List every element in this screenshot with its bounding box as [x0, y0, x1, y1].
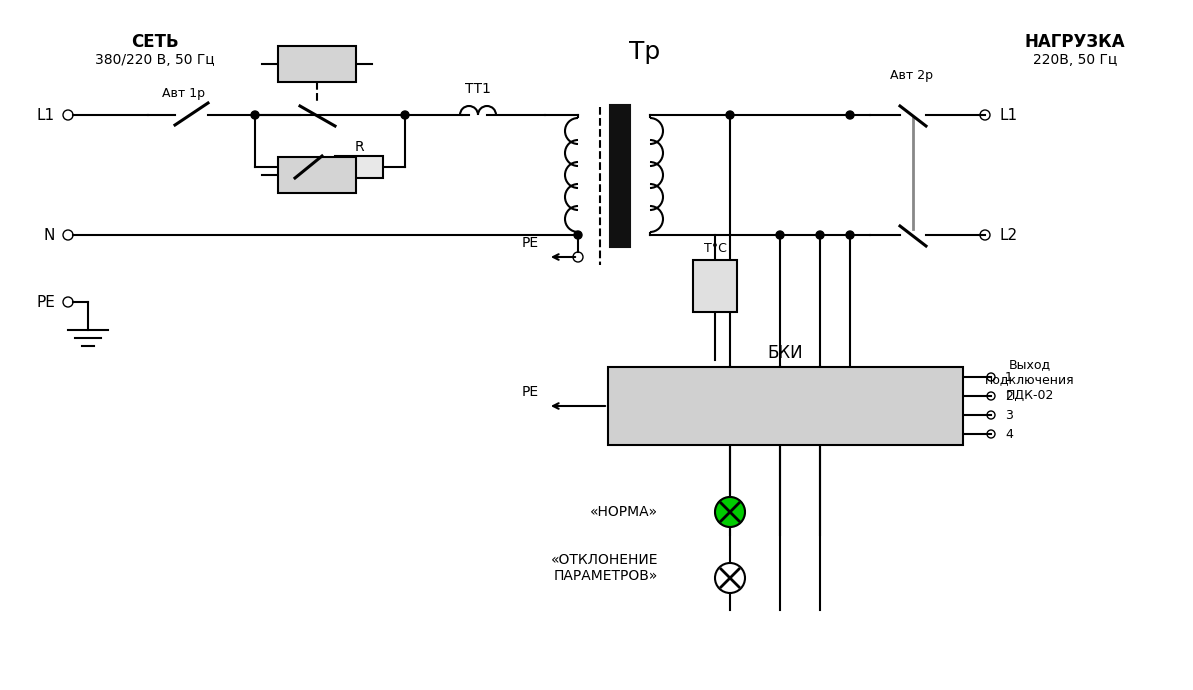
Text: L1: L1: [1000, 108, 1018, 123]
Text: PE: PE: [36, 295, 55, 310]
Circle shape: [727, 111, 734, 119]
Text: L2: L2: [1000, 228, 1018, 242]
Text: Авт 1р: Авт 1р: [161, 86, 204, 99]
Text: Выход
подключения
ПДК-02: Выход подключения ПДК-02: [985, 359, 1075, 402]
Text: 220В, 50 Гц: 220В, 50 Гц: [1033, 53, 1117, 67]
Circle shape: [846, 111, 854, 119]
Text: 4: 4: [1005, 428, 1013, 440]
Text: Модуль контроля изоляции, тока и
температуры: Модуль контроля изоляции, тока и темпера…: [643, 390, 928, 422]
Text: Авт 2р: Авт 2р: [890, 68, 933, 81]
Text: «НОРМА»: «НОРМА»: [589, 505, 659, 519]
Text: ТТ1: ТТ1: [465, 82, 492, 96]
Circle shape: [574, 231, 582, 239]
FancyBboxPatch shape: [610, 105, 630, 247]
Text: L1: L1: [37, 108, 55, 123]
FancyBboxPatch shape: [608, 367, 963, 445]
Text: Т°С: Т°С: [704, 241, 727, 255]
Text: НАГРУЗКА: НАГРУЗКА: [1025, 33, 1125, 51]
Text: СЕТЬ: СЕТЬ: [131, 33, 179, 51]
Text: БКИ: БКИ: [767, 344, 803, 362]
Circle shape: [775, 231, 784, 239]
Circle shape: [846, 231, 854, 239]
Text: РЕ: РЕ: [521, 385, 538, 399]
Circle shape: [715, 563, 744, 593]
FancyBboxPatch shape: [693, 260, 737, 312]
Circle shape: [401, 111, 409, 119]
Text: 2: 2: [1005, 389, 1013, 402]
Text: N: N: [44, 228, 55, 242]
Circle shape: [715, 497, 744, 527]
Circle shape: [251, 111, 259, 119]
Text: 1: 1: [1005, 371, 1013, 384]
FancyBboxPatch shape: [335, 156, 383, 178]
Text: Тр: Тр: [630, 40, 661, 64]
FancyBboxPatch shape: [278, 46, 356, 82]
Text: ПМ1: ПМ1: [299, 57, 334, 72]
Text: 3: 3: [1005, 408, 1013, 422]
Circle shape: [816, 231, 824, 239]
Text: 380/220 В, 50 Гц: 380/220 В, 50 Гц: [95, 53, 215, 67]
Text: R: R: [354, 140, 364, 154]
Text: «ОТКЛОНЕНИЕ
ПАРАМЕТРОВ»: «ОТКЛОНЕНИЕ ПАРАМЕТРОВ»: [550, 553, 659, 583]
Text: РЕ: РЕ: [521, 236, 538, 250]
Text: ПМ2: ПМ2: [299, 168, 334, 182]
FancyBboxPatch shape: [278, 157, 356, 193]
